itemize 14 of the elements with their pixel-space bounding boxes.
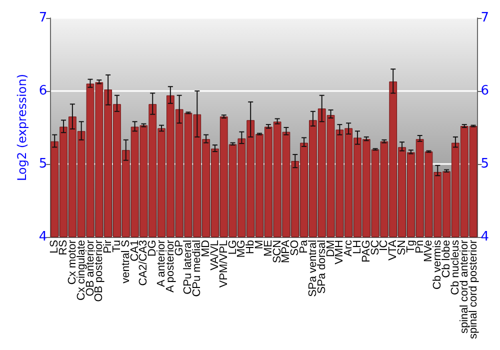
- y-tick-label: 6: [38, 83, 48, 98]
- x-tick-label: OB posterior: [93, 240, 106, 302]
- y-tick-label: 5: [38, 156, 48, 172]
- x-tick-label: SPa dorsal: [316, 240, 328, 294]
- x-tick-label: A posterior: [164, 240, 176, 293]
- x-tick-label: M: [253, 240, 266, 250]
- y2-tick-label: 4: [480, 229, 490, 244]
- y2-tick-label: 7: [480, 10, 490, 26]
- y-axis-title: Log2 (expression): [15, 74, 29, 181]
- x-tick-label: Tg: [404, 240, 417, 253]
- y-tick-label: 4: [38, 229, 48, 244]
- y2-tick-label: 5: [480, 156, 490, 172]
- y2-tick-label: 6: [480, 83, 490, 98]
- y-tick-label: 7: [38, 10, 48, 26]
